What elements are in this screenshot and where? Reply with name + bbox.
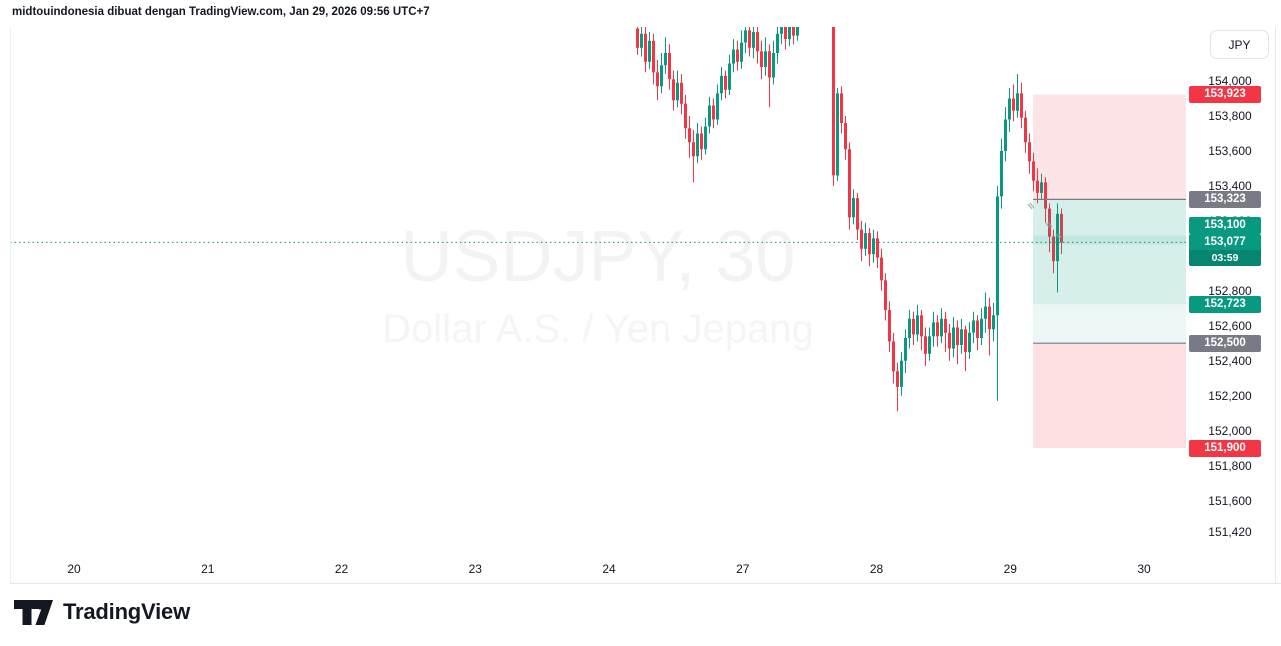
time-tick-label: 27 — [736, 562, 750, 576]
price-tick-label: 152,000 — [1208, 423, 1252, 438]
price-tick-label: 152,200 — [1208, 388, 1252, 403]
zone-overlap-band — [1033, 235, 1186, 245]
tradingview-logo[interactable]: TradingView — [14, 599, 190, 625]
price-level-badge: 153,323 — [1189, 190, 1261, 208]
tradingview-logo-text: TradingView — [63, 599, 190, 624]
current-price-value: 153,077 — [1204, 236, 1246, 249]
bar-countdown: 03:59 — [1189, 250, 1261, 267]
time-tick-label: 29 — [1003, 562, 1017, 576]
chart-attribution: midtouindonesia dibuat dengan TradingVie… — [12, 6, 430, 18]
position-zones[interactable] — [1033, 94, 1186, 449]
zone-short-stop-zone — [1033, 94, 1186, 200]
zone-long-stop-zone — [1033, 343, 1186, 449]
time-tick-label: 20 — [67, 562, 81, 576]
price-tick-label: 153,800 — [1208, 109, 1252, 123]
price-level-badge: 153,923 — [1189, 86, 1261, 103]
price-level-badge: 153,100 — [1189, 217, 1261, 235]
time-tick-label: 24 — [602, 562, 616, 576]
price-tick-label: 151,800 — [1208, 458, 1252, 473]
price-tick-label: 153,600 — [1208, 143, 1252, 158]
tradingview-logo-icon — [14, 599, 53, 625]
pane-left-border — [10, 27, 11, 583]
current-price-badge: 153,077 03:59 — [1189, 234, 1261, 267]
price-level-badge: 152,500 — [1189, 334, 1261, 352]
sketch-arrow-marks — [1027, 202, 1063, 240]
price-level-badge: 151,900 — [1189, 439, 1261, 457]
axis-right-border — [1275, 27, 1276, 583]
price-tick-label: 152,600 — [1208, 318, 1252, 333]
time-tick-label: 21 — [201, 562, 215, 576]
zone-long-target-zone — [1033, 304, 1186, 344]
price-tick-label: 152,400 — [1208, 353, 1252, 368]
price-tick-label: 151,600 — [1208, 493, 1252, 508]
price-tick-label: 152,800 — [1208, 283, 1252, 298]
time-tick-label: 30 — [1137, 562, 1151, 576]
price-tick-label: 153,400 — [1208, 178, 1252, 193]
price-level-badge: 152,723 — [1189, 295, 1261, 313]
price-axis[interactable]: 154,000153,800153,600153,400153,200152,8… — [1186, 0, 1281, 583]
time-axis[interactable]: 20 21 22 23 24 27 28 29 30 — [0, 556, 1186, 584]
candles — [636, 27, 1063, 412]
price-tick-label: 154,000 — [1208, 74, 1252, 88]
time-tick-label: 23 — [468, 562, 482, 576]
price-tick-label: 151,420 — [1208, 525, 1252, 539]
time-tick-label: 28 — [869, 562, 884, 576]
zone-short-target-zone — [1033, 199, 1186, 305]
time-tick-label: 22 — [334, 562, 349, 576]
axis-bottom-border — [10, 583, 1281, 584]
currency-toggle-button[interactable]: JPY — [1210, 30, 1269, 59]
